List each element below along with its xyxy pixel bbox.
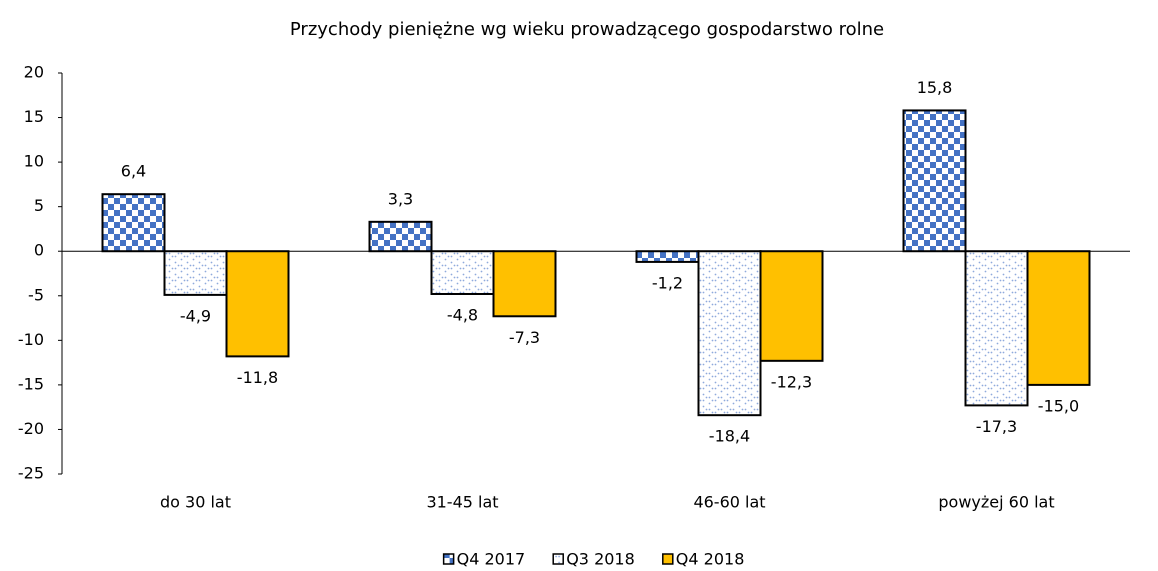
value-label: 15,8	[917, 78, 953, 97]
y-tick-label: 15	[24, 107, 44, 126]
legend-swatch	[442, 553, 455, 565]
bar	[368, 220, 433, 253]
value-label: -15,0	[1038, 396, 1079, 415]
legend-label: Q4 2017	[457, 550, 526, 569]
bar	[635, 250, 700, 263]
chart-title: Przychody pieniężne wg wieku prowadząceg…	[290, 19, 884, 40]
bar	[163, 250, 228, 296]
bar	[492, 250, 557, 318]
value-label: -18,4	[709, 427, 750, 446]
y-tick-label: -10	[18, 330, 44, 349]
y-tick-label: 10	[24, 152, 44, 171]
value-label: -4,9	[180, 306, 211, 325]
bar	[902, 109, 967, 253]
bar	[101, 193, 166, 253]
bar	[1026, 250, 1091, 386]
value-label: -12,3	[771, 372, 812, 391]
x-tick-label: 31-45 lat	[426, 493, 498, 512]
bar	[964, 250, 1029, 407]
legend-swatch	[662, 553, 674, 565]
x-tick-label: 46-60 lat	[693, 493, 765, 512]
y-tick-label: 0	[34, 241, 44, 260]
bar	[430, 250, 495, 295]
y-tick-label: 20	[24, 63, 44, 82]
legend-label: Q3 2018	[566, 550, 635, 569]
value-label: -11,8	[237, 368, 278, 387]
bar	[759, 250, 824, 362]
value-label: -17,3	[976, 417, 1017, 436]
y-tick-label: -15	[18, 374, 44, 393]
x-tick-label: powyżej 60 lat	[938, 493, 1054, 512]
legend-swatch	[552, 553, 564, 565]
legend: Q4 2017 Q3 2018 Q4 2018	[442, 550, 745, 569]
bar	[225, 250, 290, 358]
value-label: 6,4	[121, 162, 146, 181]
y-tick-label: -20	[18, 419, 44, 438]
value-label: -4,8	[447, 305, 478, 324]
legend-label: Q4 2018	[676, 550, 745, 569]
value-label: 3,3	[388, 189, 413, 208]
x-tick-label: do 30 lat	[160, 493, 231, 512]
value-label: -1,2	[652, 273, 683, 292]
y-tick-label: -5	[28, 285, 44, 304]
y-tick-label: 5	[34, 196, 44, 215]
bar	[697, 250, 762, 417]
y-tick-label: -25	[18, 464, 44, 483]
value-label: -7,3	[509, 328, 540, 347]
